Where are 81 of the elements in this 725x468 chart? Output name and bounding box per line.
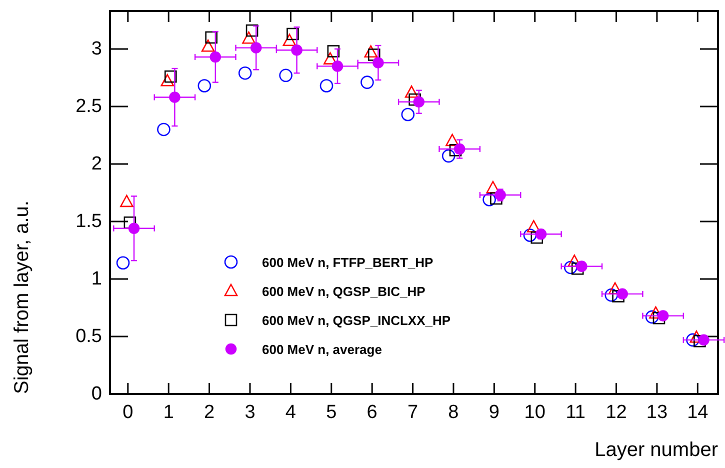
point bbox=[694, 334, 706, 348]
point bbox=[169, 92, 180, 103]
point bbox=[364, 45, 378, 58]
x-tick-label: 9 bbox=[488, 402, 500, 423]
point bbox=[571, 262, 584, 275]
point bbox=[327, 45, 340, 58]
point bbox=[205, 31, 218, 44]
point bbox=[368, 48, 380, 61]
x-tick-label: 10 bbox=[524, 402, 546, 423]
y-tick-label: 0 bbox=[91, 384, 102, 404]
point bbox=[576, 260, 588, 272]
x-tick-label: 4 bbox=[285, 402, 296, 423]
x-tick-label: 3 bbox=[244, 402, 256, 423]
point bbox=[201, 40, 215, 52]
point bbox=[604, 288, 618, 302]
x-tick-label: 2 bbox=[204, 402, 215, 423]
point bbox=[291, 44, 302, 56]
point bbox=[486, 180, 500, 194]
point bbox=[120, 194, 134, 208]
point bbox=[332, 60, 344, 72]
y-axis-title: Signal from layer, a.u. bbox=[11, 200, 33, 394]
point bbox=[250, 42, 262, 54]
point bbox=[523, 228, 537, 242]
point bbox=[246, 24, 258, 37]
x-tick-label: 1 bbox=[163, 402, 174, 423]
point bbox=[616, 288, 628, 300]
x-tick-label: 14 bbox=[687, 402, 709, 423]
point bbox=[657, 310, 669, 322]
y-tick-label: 1.5 bbox=[76, 210, 102, 232]
point bbox=[454, 143, 466, 155]
point bbox=[124, 216, 136, 229]
y-tick-label: 3 bbox=[91, 38, 102, 60]
x-tick-label: 5 bbox=[326, 402, 337, 423]
y-tick-label: 1 bbox=[91, 268, 102, 290]
point bbox=[698, 334, 710, 346]
point bbox=[210, 51, 222, 63]
point bbox=[401, 108, 415, 122]
point bbox=[360, 76, 374, 89]
point bbox=[530, 231, 544, 244]
point bbox=[413, 96, 425, 108]
point bbox=[116, 256, 130, 270]
x-tick-label: 12 bbox=[606, 402, 627, 423]
x-tick-label: 7 bbox=[407, 402, 418, 423]
point bbox=[324, 52, 337, 64]
x-tick-label: 0 bbox=[122, 402, 134, 423]
point bbox=[242, 31, 256, 44]
point bbox=[442, 149, 456, 163]
point bbox=[490, 192, 502, 205]
point bbox=[282, 34, 296, 46]
point bbox=[526, 220, 540, 232]
point bbox=[446, 134, 459, 146]
y-tick-label: 2 bbox=[91, 153, 102, 174]
point bbox=[449, 144, 462, 156]
point bbox=[160, 74, 174, 86]
point bbox=[404, 86, 418, 98]
x-tick-label: 11 bbox=[566, 402, 586, 423]
x-tick-label: 8 bbox=[448, 402, 459, 423]
x-axis-title: Layer number bbox=[594, 439, 718, 461]
point bbox=[320, 79, 334, 92]
point bbox=[645, 310, 659, 324]
point bbox=[564, 260, 578, 274]
point bbox=[198, 79, 212, 92]
point bbox=[238, 66, 252, 80]
legend-label: 600 MeV n, QGSP_BIC_HP bbox=[262, 284, 426, 299]
x-tick-label: 6 bbox=[366, 402, 378, 423]
y-tick-label: 2.5 bbox=[76, 96, 102, 117]
legend-label: 600 MeV n, average bbox=[262, 342, 382, 357]
point bbox=[372, 57, 384, 68]
x-tick-label: 13 bbox=[646, 402, 668, 423]
point bbox=[686, 333, 700, 347]
point bbox=[157, 122, 170, 136]
point bbox=[286, 28, 299, 40]
legend-label: 600 MeV n, FTFP_BERT_HP bbox=[262, 255, 434, 270]
point bbox=[408, 93, 421, 106]
point bbox=[164, 70, 177, 83]
point bbox=[482, 192, 496, 206]
point bbox=[652, 312, 666, 324]
legend-label: 600 MeV n, QGSP_INCLXX_HP bbox=[262, 313, 451, 328]
point bbox=[128, 222, 140, 234]
point bbox=[279, 68, 292, 82]
y-tick-label: 0.5 bbox=[76, 326, 102, 347]
